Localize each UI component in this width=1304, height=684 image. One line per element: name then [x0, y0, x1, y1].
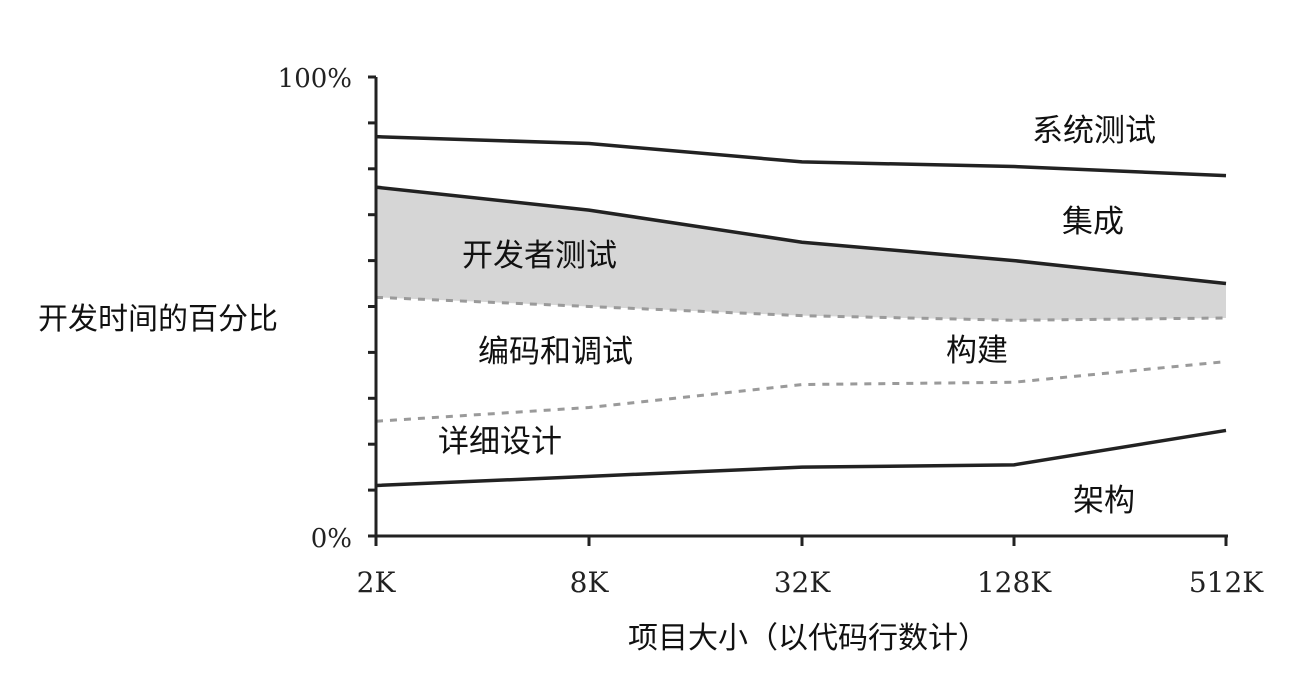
boundary-line-coding-top [375, 295, 1227, 322]
x-tick-label: 2K [357, 566, 397, 599]
x-tick-label: 32K [774, 566, 832, 599]
x-axis-label: 项目大小（以代码行数计） [628, 621, 988, 656]
region-label: 架构 [1073, 483, 1135, 519]
region-developer-testing-shade [376, 187, 1226, 321]
labels-layer: 100% 0% 开发时间的百分比 项目大小（以代码行数计） [38, 64, 988, 656]
y-tick-label-bottom: 0% [311, 524, 352, 554]
region-label: 编码和调试 [478, 334, 633, 370]
boundary-line-developer-test-top [375, 185, 1227, 286]
y-tick-label-top: 100% [278, 64, 352, 94]
y-axis-label: 开发时间的百分比 [38, 302, 278, 337]
region-label: 开发者测试 [462, 238, 617, 274]
ticks-layer [368, 75, 1228, 546]
region-label: 构建 [946, 333, 1008, 369]
boundary-line-detailed-design-top [375, 360, 1227, 423]
x-tick-labels-layer: 2K 8K 32K 128K 512K [357, 566, 1265, 599]
regions-layer [376, 187, 1226, 321]
x-tick-label: 128K [977, 566, 1052, 599]
x-tick-label: 8K [570, 566, 610, 599]
region-label: 集成 [1062, 204, 1124, 240]
boundary-line-integration-top [375, 134, 1227, 178]
x-tick-label: 512K [1189, 566, 1264, 599]
region-label: 详细设计 [438, 424, 562, 460]
boundary-line-architecture-top [375, 428, 1227, 488]
boundary-lines-layer [375, 134, 1227, 488]
region-label: 系统测试 [1032, 113, 1156, 149]
